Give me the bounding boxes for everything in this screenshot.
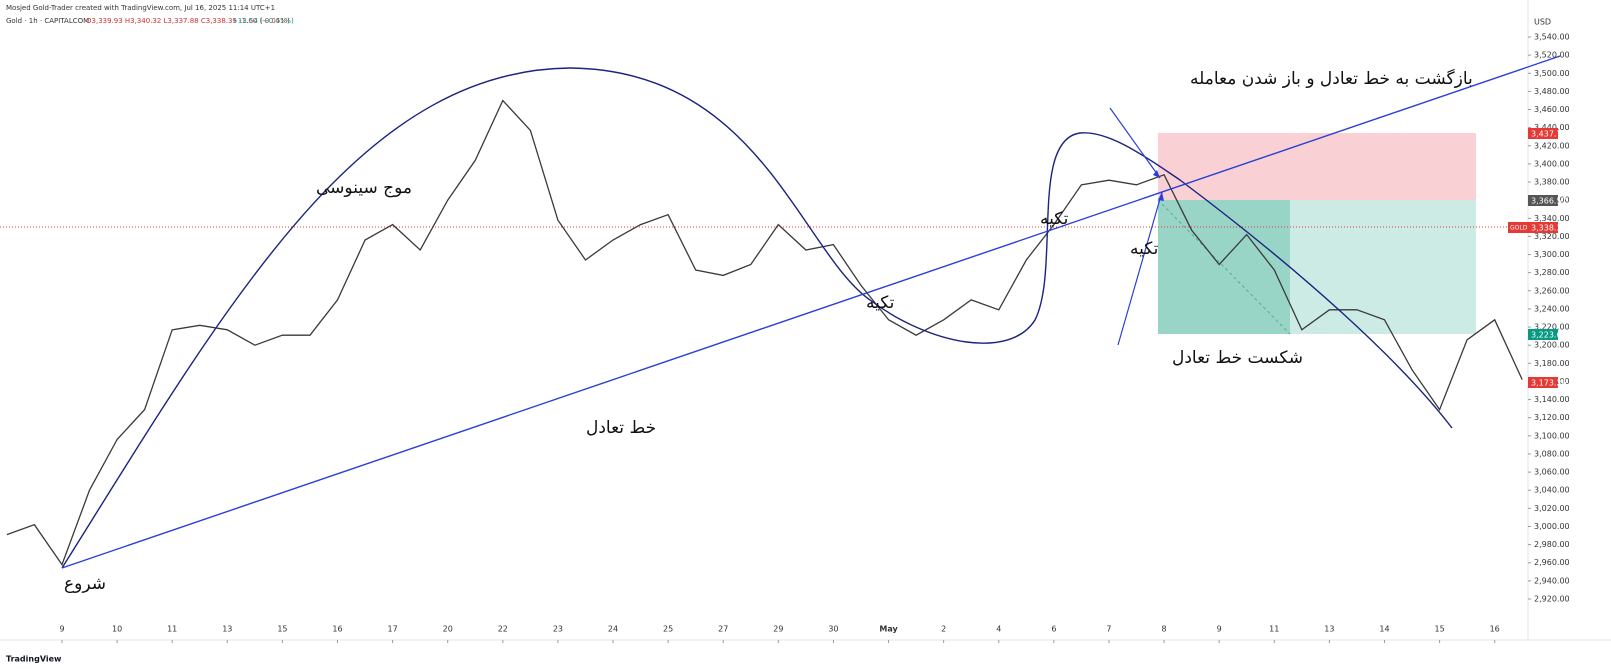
y-unit: USD: [1534, 18, 1551, 27]
stop-zone: [1158, 133, 1476, 200]
x-tick-label: May: [879, 625, 898, 634]
y-tick-label: 3,500.00: [1534, 69, 1570, 78]
x-tick-label: 24: [608, 625, 618, 634]
start-label: شروع: [64, 574, 106, 594]
x-tick-label: 10: [112, 625, 122, 634]
y-tick-label: 3,100.00: [1534, 431, 1570, 440]
y-tick-label: 2,960.00: [1534, 558, 1570, 567]
y-tick-label: 3,380.00: [1534, 178, 1570, 187]
y-tick-label: 3,520.00: [1534, 51, 1570, 60]
arrow-head: [1158, 192, 1164, 201]
change: +13.54 (+0.41%): [232, 17, 294, 25]
x-tick-label: 4: [996, 625, 1001, 634]
price-label: 3,223.65: [1531, 331, 1567, 340]
y-tick-label: 3,140.00: [1534, 395, 1570, 404]
y-tick-label: 3,040.00: [1534, 486, 1570, 495]
x-tick-label: 20: [443, 625, 453, 634]
y-tick-label: 3,460.00: [1534, 105, 1570, 114]
price-tag: [1528, 377, 1558, 388]
price-tag: [1508, 222, 1558, 233]
arrow-head: [1153, 170, 1160, 178]
price-tag: [1528, 329, 1558, 340]
x-tick-label: 16: [1490, 625, 1500, 634]
sine-label: موج سینوسی: [316, 178, 412, 198]
x-tick-label: 7: [1106, 625, 1111, 634]
equilibrium-label: خط تعادل: [586, 418, 656, 438]
x-tick-label: 9: [1217, 625, 1222, 634]
support-label: تکیه: [1040, 209, 1069, 229]
x-tick-label: 27: [718, 625, 728, 634]
x-tick-label: 2: [941, 625, 946, 634]
y-tick-label: 3,080.00: [1534, 449, 1570, 458]
y-tick-label: 2,940.00: [1534, 576, 1570, 585]
break-label: شکست خط تعادل: [1172, 348, 1303, 368]
x-tick-label: 11: [167, 625, 177, 634]
x-tick-label: 16: [332, 625, 342, 634]
progress-line: [1157, 199, 1291, 335]
support-label: تکیه: [866, 293, 895, 313]
price-label: 3,437.74: [1531, 130, 1567, 139]
x-tick-label: 29: [773, 625, 783, 634]
x-tick-label: 25: [663, 625, 673, 634]
y-tick-label: 3,180.00: [1534, 359, 1570, 368]
y-tick-label: 3,060.00: [1534, 468, 1570, 477]
symbol: Gold · 1h · CAPITALCOM: [6, 17, 89, 25]
y-tick-label: 3,300.00: [1534, 250, 1570, 259]
y-tick-label: 3,400.00: [1534, 159, 1570, 168]
y-tick-label: 3,020.00: [1534, 504, 1570, 513]
price-line: [6, 99, 1523, 566]
x-tick-label: 15: [277, 625, 287, 634]
price-label: 3,173.26: [1531, 379, 1567, 388]
y-tick-label: 2,920.00: [1534, 595, 1570, 604]
y-tick-label: 3,280.00: [1534, 268, 1570, 277]
x-tick-label: 15: [1434, 625, 1444, 634]
arrow: [1109, 107, 1161, 179]
y-tick-label: 3,000.00: [1534, 522, 1570, 531]
price-label: 3,366.57: [1531, 197, 1567, 206]
equilibrium-line: [61, 55, 1561, 569]
ohlc: O3,339.93 H3,340.32 L3,337.88 C3,338.35 …: [86, 17, 290, 25]
x-tick-label: 9: [59, 625, 64, 634]
arrow: [1117, 191, 1163, 346]
x-tick-label: 8: [1162, 625, 1167, 634]
y-tick-label: 3,240.00: [1534, 304, 1570, 313]
x-tick-label: 30: [828, 625, 838, 634]
gold-tag: GOLD: [1510, 225, 1528, 232]
y-tick-label: 3,220.00: [1534, 323, 1570, 332]
author: Mosjed Gold-Trader created with TradingV…: [6, 4, 275, 12]
x-tick-label: 22: [498, 625, 508, 634]
target-progress: [1158, 200, 1290, 334]
sine-wave: [61, 67, 1453, 569]
x-tick-label: 13: [222, 625, 232, 634]
x-tick-label: 17: [388, 625, 398, 634]
y-tick-label: 3,320.00: [1534, 232, 1570, 241]
y-tick-label: 3,440.00: [1534, 123, 1570, 132]
logo: TradingView: [6, 655, 62, 664]
x-tick-label: 6: [1051, 625, 1056, 634]
y-tick-label: 3,120.00: [1534, 413, 1570, 422]
y-tick-label: 3,540.00: [1534, 33, 1570, 42]
x-tick-label: 11: [1269, 625, 1279, 634]
y-tick-label: 3,340.00: [1534, 214, 1570, 223]
x-tick-label: 13: [1324, 625, 1334, 634]
support-label: تکیه: [1130, 239, 1159, 259]
x-tick-label: 14: [1379, 625, 1389, 634]
price-tag: [1528, 128, 1558, 139]
y-tick-label: 3,200.00: [1534, 341, 1570, 350]
price-tag: [1528, 195, 1558, 206]
price-label: 3,338.35: [1531, 224, 1567, 233]
y-tick-label: 3,260.00: [1534, 286, 1570, 295]
y-tick-label: 3,480.00: [1534, 87, 1570, 96]
y-tick-label: 2,980.00: [1534, 540, 1570, 549]
return-label: بازگشت به خط تعادل و باز شدن معامله: [1190, 68, 1473, 89]
x-tick-label: 23: [553, 625, 563, 634]
y-tick-label: 3,420.00: [1534, 141, 1570, 150]
